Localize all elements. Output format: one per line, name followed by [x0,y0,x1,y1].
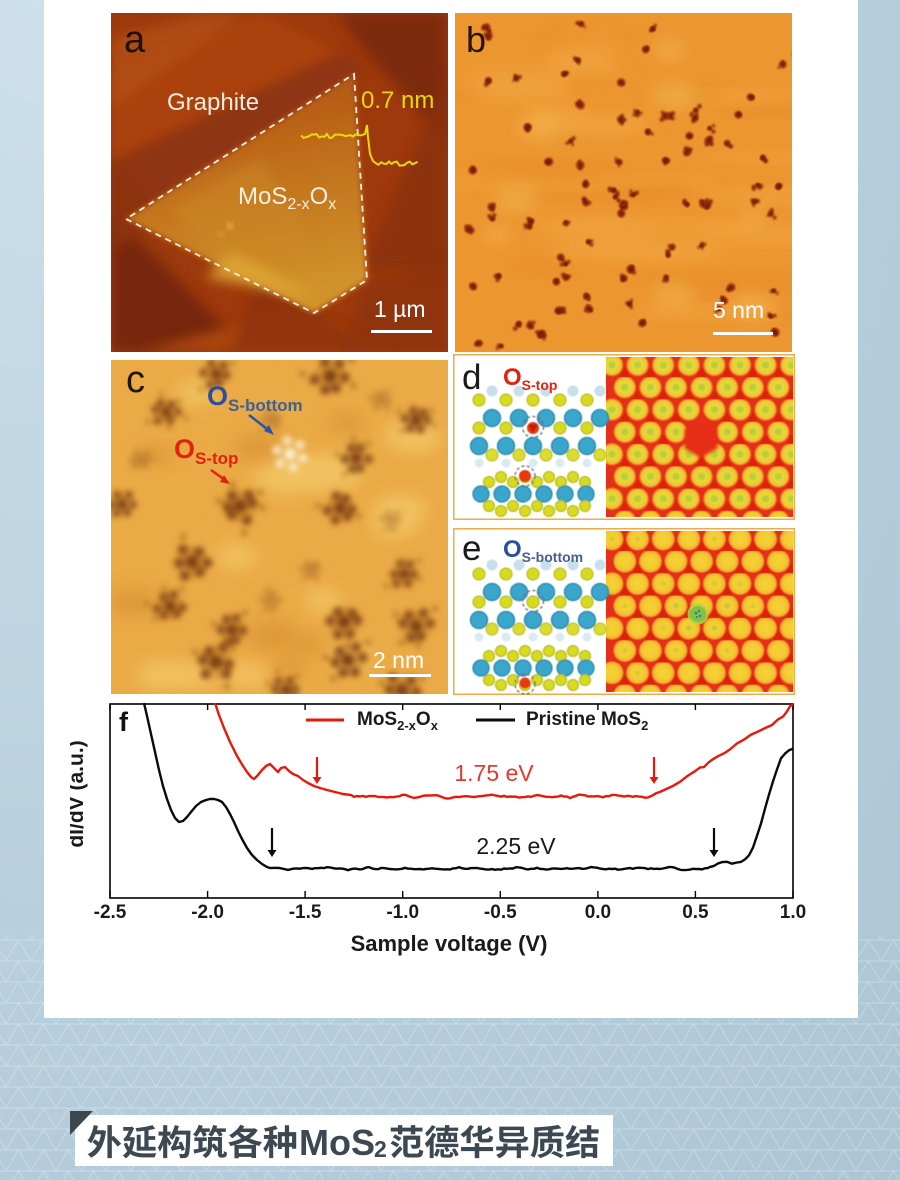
svg-text:5 nm: 5 nm [713,297,764,323]
svg-text:dI/dV (a.u.): dI/dV (a.u.) [70,740,88,847]
svg-text:0.7 nm: 0.7 nm [361,87,434,114]
svg-text:-1.0: -1.0 [386,902,419,923]
svg-text:MoS: MoS [299,1122,375,1163]
svg-text:-0.5: -0.5 [484,902,517,923]
svg-text:-2.5: -2.5 [94,902,127,923]
svg-text:0.0: 0.0 [585,902,611,923]
svg-text:0.5: 0.5 [682,902,709,923]
svg-text:e: e [462,529,481,568]
svg-text:Graphite: Graphite [167,89,259,116]
svg-text:b: b [466,19,486,60]
svg-text:-1.5: -1.5 [289,902,322,923]
svg-text:-2.0: -2.0 [191,902,224,923]
svg-text:c: c [126,360,145,401]
svg-text:Pristine MoS2: Pristine MoS2 [526,709,648,733]
svg-text:a: a [124,19,146,61]
svg-text:2 nm: 2 nm [373,647,424,673]
svg-text:MoS2-xOx: MoS2-xOx [238,183,336,213]
svg-text:1.75 eV: 1.75 eV [454,760,534,786]
svg-text:Sample voltage (V): Sample voltage (V) [351,931,548,956]
svg-text:1.0: 1.0 [780,902,806,923]
svg-text:d: d [462,358,481,397]
svg-text:1 µm: 1 µm [374,296,426,322]
svg-text:2: 2 [374,1136,387,1162]
svg-text:f: f [119,707,129,737]
svg-text:2.25 eV: 2.25 eV [476,833,556,859]
